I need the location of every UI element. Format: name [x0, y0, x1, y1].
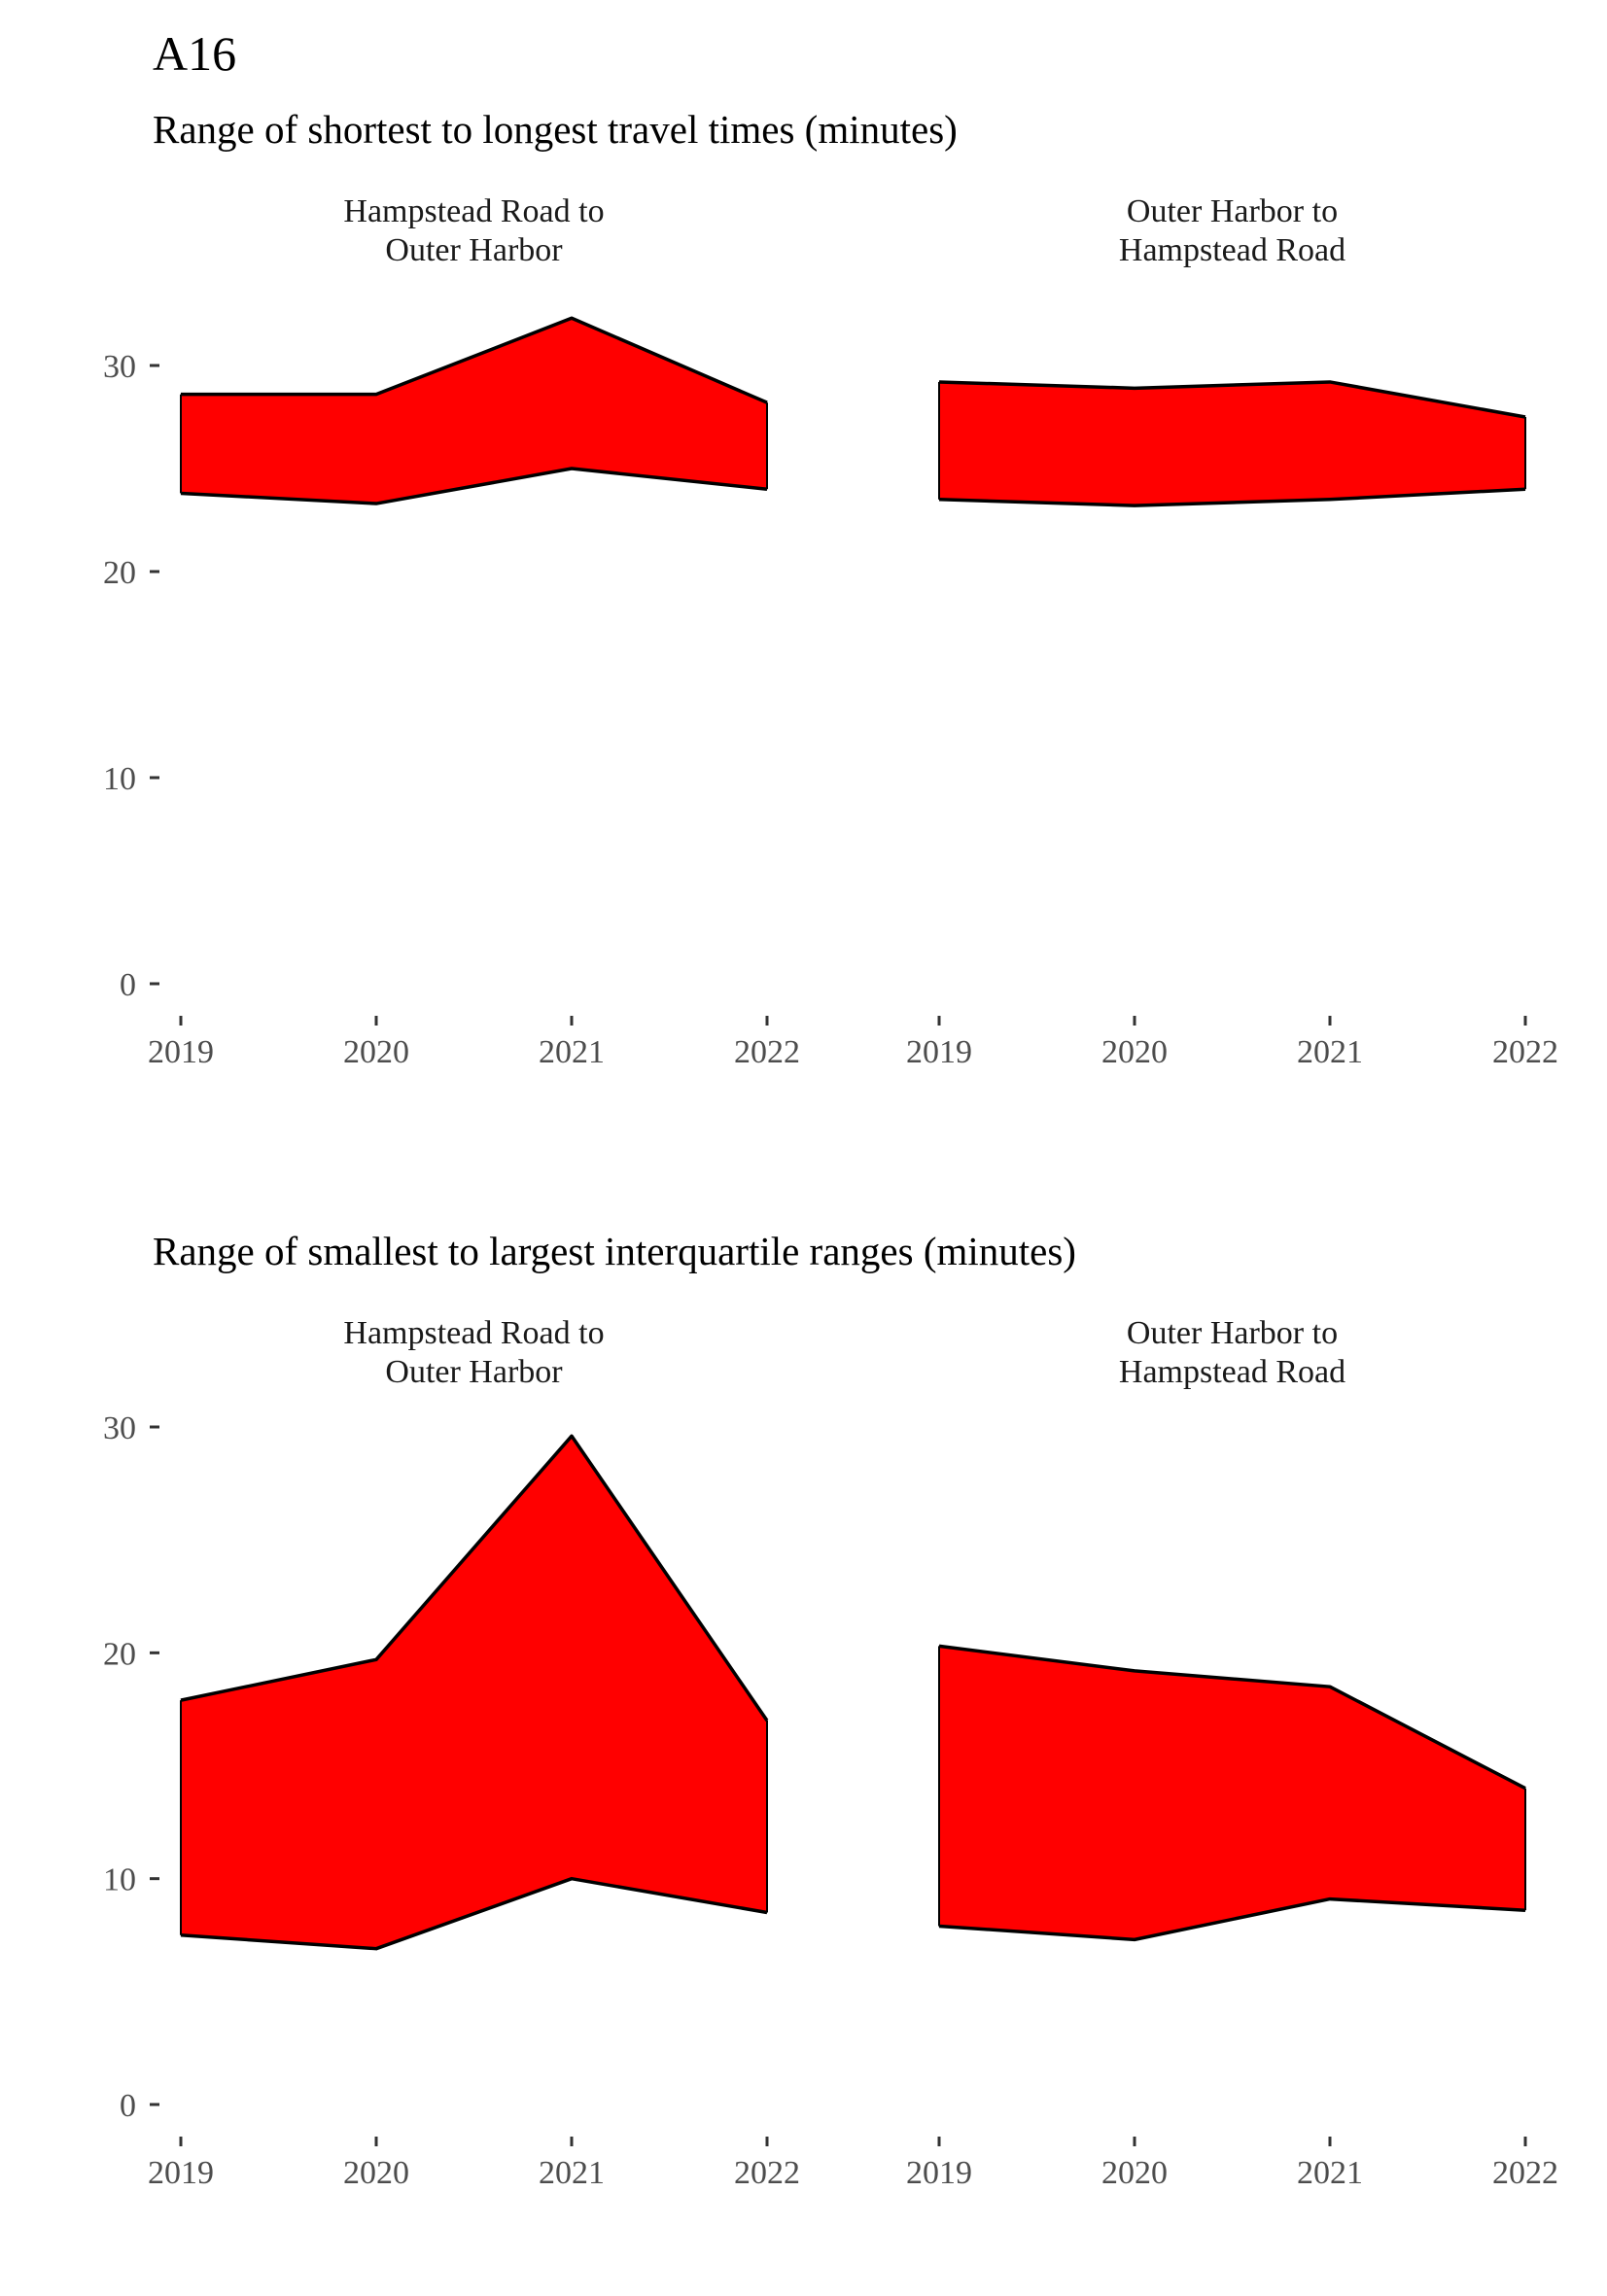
- max-line-panel-2: [938, 1644, 1526, 1791]
- x-tick-label: 2022: [734, 2155, 800, 2191]
- x-tick-label: 2021: [539, 2155, 605, 2191]
- facet-strip-label: Outer Harbor to: [1127, 1315, 1338, 1351]
- x-tick-label: 2019: [906, 2155, 972, 2191]
- chart-1-title: Range of shortest to longest travel time…: [153, 107, 958, 152]
- facet-strip-label: Hampstead Road: [1119, 1354, 1345, 1390]
- x-tick-label: 2020: [343, 2155, 409, 2191]
- page-title: A16: [153, 26, 237, 81]
- y-tick-label: 10: [103, 1862, 136, 1898]
- x-tick-label: 2020: [1101, 2155, 1168, 2191]
- facet-strip-label: Outer Harbor: [385, 232, 563, 268]
- min-line-panel-2: [938, 1896, 1526, 1942]
- min-line-panel-2: [938, 487, 1526, 507]
- facet-strip-label: Hampstead Road: [1119, 232, 1345, 268]
- min-line-panel-1: [180, 467, 768, 505]
- y-tick-label: 20: [103, 555, 136, 591]
- facet-strip-label: Hampstead Road to: [343, 1315, 604, 1351]
- max-line-panel-1: [181, 316, 768, 404]
- chart-2-title: Range of smallest to largest interquarti…: [153, 1229, 1076, 1273]
- x-tick-label: 2019: [148, 1034, 214, 1070]
- range-area-panel-2: [939, 1646, 1525, 1940]
- x-tick-label: 2020: [1101, 1034, 1168, 1070]
- y-tick-label: 30: [103, 1410, 136, 1446]
- x-tick-label: 2021: [1297, 2155, 1363, 2191]
- y-tick-label: 10: [103, 761, 136, 797]
- x-tick-label: 2019: [906, 1034, 972, 1070]
- range-area-panel-2: [939, 381, 1525, 506]
- x-tick-label: 2020: [343, 1034, 409, 1070]
- min-line-panel-1: [180, 1876, 768, 1951]
- facet-strip-label: Hampstead Road to: [343, 193, 604, 229]
- x-tick-label: 2022: [1492, 1034, 1558, 1070]
- x-tick-label: 2022: [734, 1034, 800, 1070]
- y-tick-label: 20: [103, 1636, 136, 1672]
- range-area-panel-1: [181, 1436, 767, 1949]
- max-line-panel-2: [938, 380, 1526, 419]
- y-tick-label: 30: [103, 349, 136, 385]
- y-tick-label: 0: [120, 967, 136, 1003]
- y-tick-label: 0: [120, 2088, 136, 2124]
- x-tick-label: 2022: [1492, 2155, 1558, 2191]
- facet-strip-label: Outer Harbor to: [1127, 193, 1338, 229]
- range-area-panel-1: [181, 318, 767, 504]
- max-line-panel-1: [180, 1434, 769, 1722]
- x-tick-label: 2021: [539, 1034, 605, 1070]
- facet-strip-label: Outer Harbor: [385, 1354, 563, 1390]
- x-tick-label: 2021: [1297, 1034, 1363, 1070]
- x-tick-label: 2019: [148, 2155, 214, 2191]
